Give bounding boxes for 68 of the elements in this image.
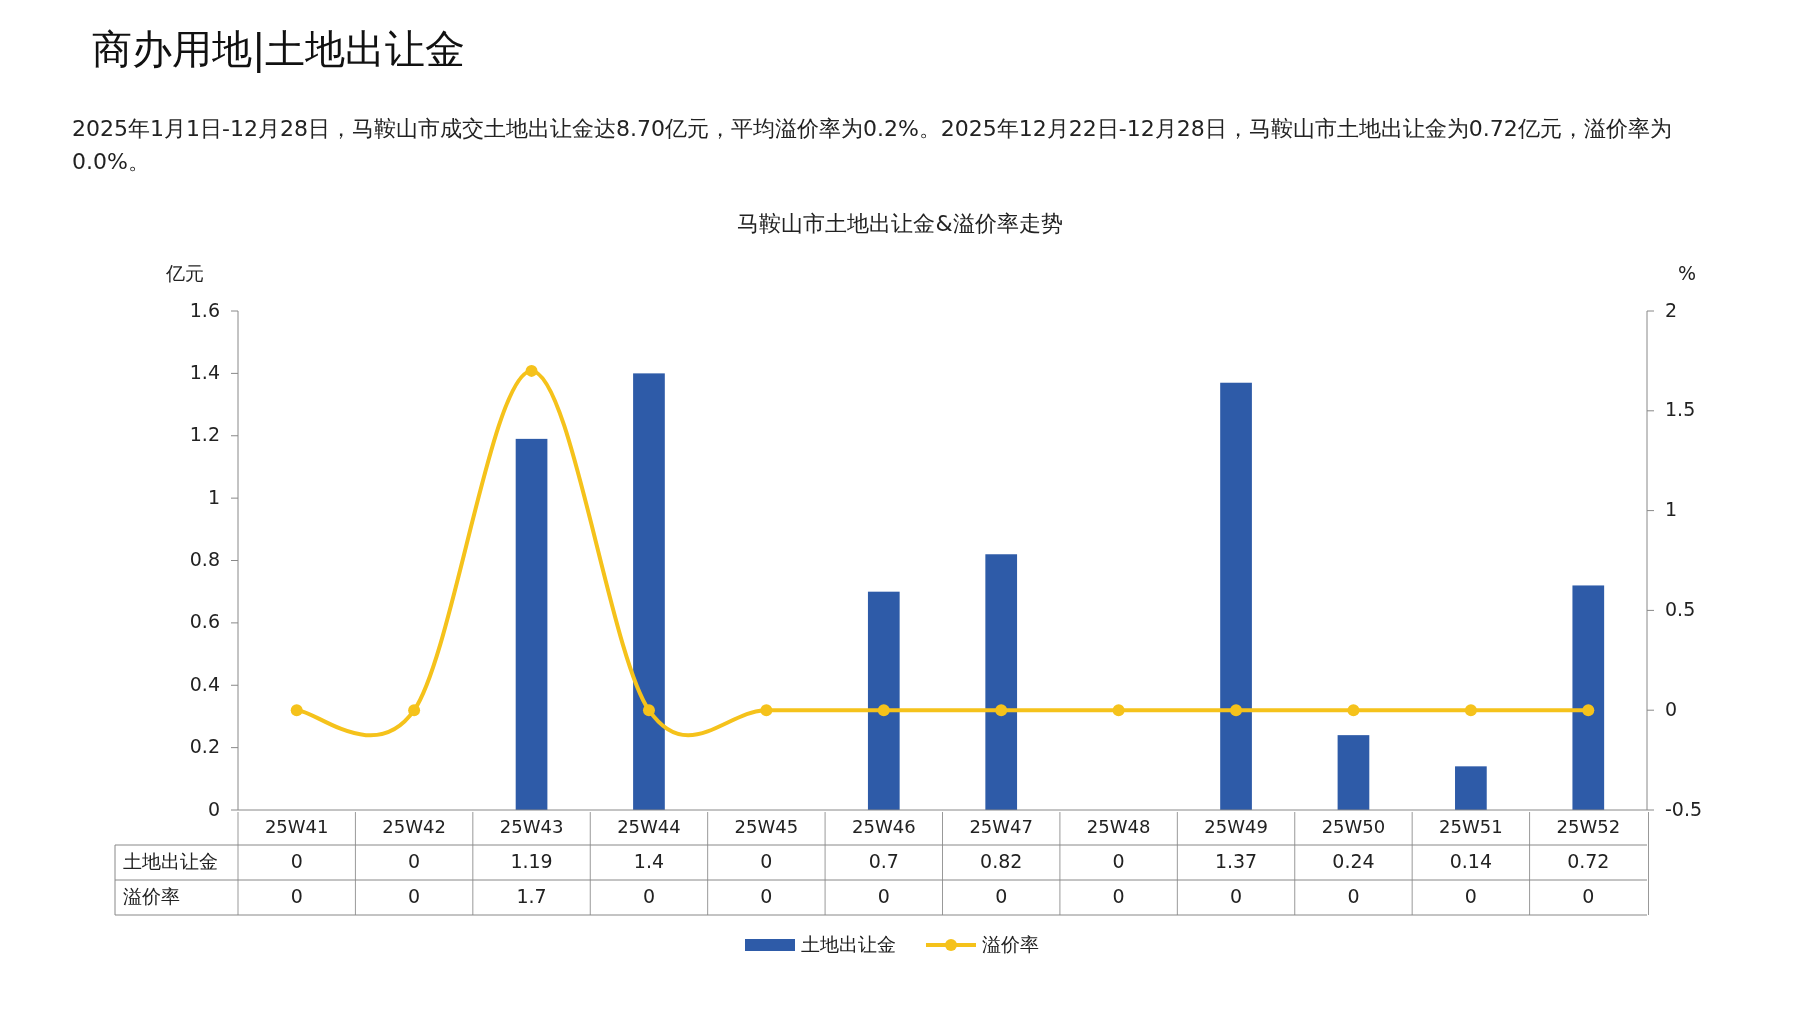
bar — [1572, 585, 1605, 810]
bar — [1337, 735, 1370, 810]
x-tick-label: 25W44 — [617, 815, 681, 837]
y-tick-label: 1 — [207, 485, 220, 508]
chart-title: 商办用地|土地出让金 — [92, 25, 466, 75]
x-tick-label: 25W51 — [1439, 815, 1503, 837]
x-tick-label: 25W45 — [734, 815, 799, 837]
data-label: 0 — [1229, 885, 1243, 907]
bar — [1455, 766, 1487, 810]
data-label: 1.19 — [510, 850, 553, 872]
x-tick-label: 25W41 — [264, 815, 329, 837]
data-label: 0 — [760, 850, 773, 872]
text: 溢价率 — [123, 885, 180, 907]
y-tick-label: 1.2 — [189, 423, 220, 446]
y-axis-title: 亿元 — [165, 261, 204, 284]
data-label: 0 — [1112, 850, 1125, 872]
x-tick-label: 25W42 — [382, 815, 446, 837]
x-tick-label: 25W52 — [1556, 815, 1621, 837]
bar — [867, 591, 900, 810]
data-label: 0 — [760, 885, 773, 907]
y2-tick-label: 0 — [1665, 697, 1678, 720]
data-label: 0 — [1112, 885, 1125, 907]
data-label: 0 — [642, 885, 656, 907]
x-tick-label: 25W48 — [1086, 815, 1151, 837]
legend-label: 土地出让金 — [801, 932, 896, 955]
y-tick-label: 0 — [207, 797, 220, 820]
y2-tick-label: -0.5 — [1665, 797, 1703, 820]
data-label: 0.7 — [868, 850, 899, 872]
x-tick-label: 25W46 — [851, 815, 916, 837]
data-label: 0 — [1347, 885, 1360, 907]
x-tick-label: 25W47 — [969, 815, 1034, 837]
y2-tick-label: 2 — [1665, 298, 1678, 321]
y2-tick-label: 1.5 — [1665, 398, 1696, 421]
legend-label: 溢价率 — [982, 932, 1039, 955]
y2-tick-label: 1 — [1665, 498, 1678, 521]
data-label: 1.4 — [633, 850, 665, 872]
data-label: 0.24 — [1332, 850, 1375, 872]
y-tick-label: 0.6 — [189, 610, 220, 633]
bar — [633, 373, 665, 810]
x-tick-label: 25W49 — [1204, 815, 1268, 837]
y-tick-label: 0.8 — [189, 548, 220, 570]
data-label: 0 — [290, 885, 303, 907]
data-label: 0.72 — [1567, 850, 1610, 872]
data-label: 0 — [1582, 885, 1595, 907]
data-label: 0.14 — [1449, 850, 1493, 872]
data-label: 0 — [408, 850, 421, 872]
data-label: 0 — [995, 885, 1008, 907]
y-tick-label: 1.6 — [189, 298, 220, 321]
data-label: 0 — [1464, 885, 1477, 907]
data-label: 0 — [408, 885, 421, 907]
data-label: 1.7 — [516, 885, 547, 907]
y-tick-label: 0.2 — [189, 735, 220, 758]
bar — [985, 554, 1018, 810]
data-label: 0.82 — [980, 850, 1023, 872]
text: 2025年1月1日-12月28日，马鞍山市成交土地出让金达8.70亿元，平均溢价率为0.2%。2025年12月22日-12月28日，马鞍山市土地出让金为0.72亿元，溢价率为0.0%。 — [72, 115, 1673, 176]
data-label: 1.37 — [1214, 850, 1258, 872]
x-tick-label: 25W43 — [499, 815, 564, 837]
bar — [515, 438, 548, 810]
y-tick-label: 1.4 — [189, 360, 220, 383]
y2-axis-title: % — [1677, 261, 1697, 284]
data-label: 0 — [290, 850, 303, 872]
chart-subtitle: 马鞍山市土地出让金&溢价率走势 — [737, 211, 1063, 236]
y2-tick-label: 0.5 — [1665, 597, 1696, 620]
x-tick-label: 25W50 — [1321, 815, 1386, 837]
data-label: 0 — [877, 885, 890, 907]
text: 土地出让金 — [123, 850, 218, 872]
y-tick-label: 0.4 — [189, 672, 220, 695]
bar — [1220, 382, 1252, 810]
